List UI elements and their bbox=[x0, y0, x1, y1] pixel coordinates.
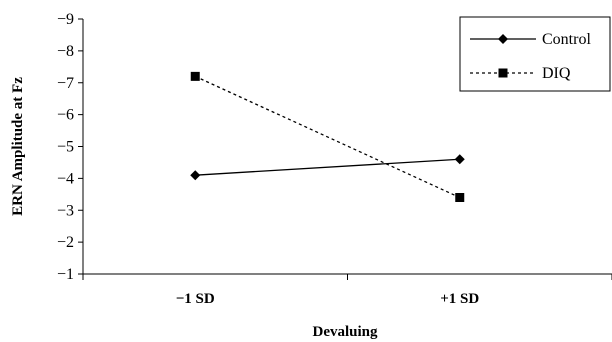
y-ticks: −9 −8 −7 −6 −5 −4 −3 −2 −1 bbox=[57, 11, 83, 283]
series-layer bbox=[190, 71, 465, 202]
y-tick-label: −8 bbox=[57, 43, 74, 60]
series-line bbox=[194, 75, 461, 199]
y-tick-label: −4 bbox=[57, 170, 74, 187]
legend-box bbox=[459, 16, 611, 92]
data-point-square bbox=[498, 68, 508, 78]
legend: Control DIQ bbox=[459, 16, 611, 92]
y-tick-label: −5 bbox=[57, 139, 74, 156]
y-tick-label: −2 bbox=[57, 234, 74, 251]
data-point-diamond bbox=[190, 170, 201, 181]
series-line bbox=[195, 158, 460, 176]
x-tick-label: −1 SD bbox=[176, 291, 215, 307]
y-tick-label: −3 bbox=[57, 202, 74, 219]
data-point-diamond bbox=[454, 154, 465, 165]
x-tick-label: +1 SD bbox=[440, 291, 479, 307]
legend-label: Control bbox=[542, 31, 591, 48]
data-point-square bbox=[190, 71, 200, 81]
data-point-diamond bbox=[498, 34, 508, 44]
y-tick-label: −1 bbox=[57, 266, 74, 283]
x-ticks: −1 SD +1 SD bbox=[82, 274, 612, 307]
series-control bbox=[190, 154, 465, 181]
data-point-square bbox=[455, 193, 465, 202]
legend-label: DIQ bbox=[542, 65, 571, 82]
series-diq bbox=[190, 71, 465, 202]
legend-item-control: Control bbox=[470, 31, 591, 48]
legend-items: Control DIQ bbox=[470, 31, 591, 82]
y-tick-label: −9 bbox=[57, 11, 74, 28]
x-axis-title: Devaluing bbox=[312, 324, 378, 340]
legend-item-diq: DIQ bbox=[470, 65, 571, 82]
y-axis-title: ERN Amplitude at Fz bbox=[10, 77, 26, 216]
plot-area: −9 −8 −7 −6 −5 −4 −3 −2 −1 −1 SD +1 SD bbox=[57, 11, 612, 307]
y-tick-label: −7 bbox=[57, 75, 74, 92]
y-tick-label: −6 bbox=[57, 107, 74, 124]
